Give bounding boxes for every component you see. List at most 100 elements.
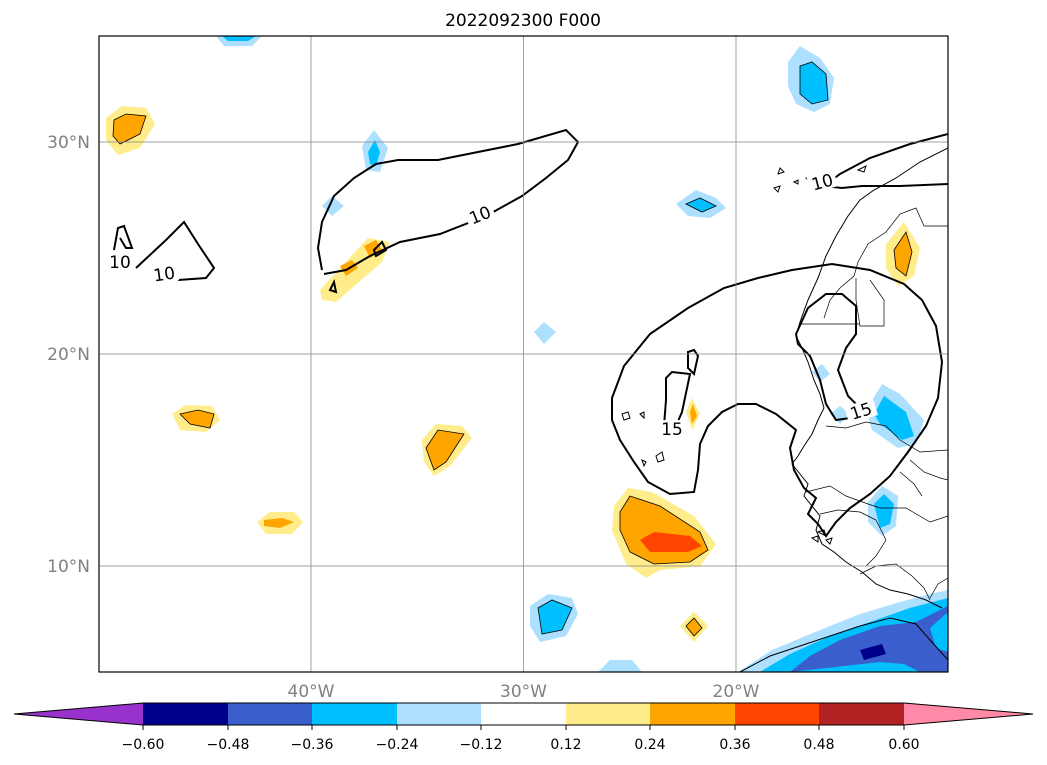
anomaly-outline [619,495,709,565]
contour-15 [611,262,944,538]
contour-label-bg [463,201,497,229]
coastlines [621,147,948,672]
colorbar-tick-label: 0.60 [888,737,919,753]
shaded-feature-positive [894,232,912,276]
map-frame [98,35,949,673]
lon-tick-labels: 40°W 30°W 20°W [288,682,760,702]
lat-tick-label: 20°N [47,345,90,365]
shaded-feature-negative [598,660,642,672]
contour-10-north [316,128,580,275]
anomaly-outline [893,231,913,277]
map-plot-area: 10 10 10 10 15 15 [99,36,948,672]
coastline-north-africa [791,147,948,609]
shaded-feature-positive [113,114,146,144]
border [899,459,948,497]
colorbar-tick-label: 0.36 [719,737,750,753]
colorbar: −0.60 −0.48 −0.36 −0.24 −0.12 0.12 0.24 … [13,702,1034,753]
lat-tick-label: 30°N [47,133,90,153]
lon-tick-label: 30°W [500,682,547,702]
anomaly-outline [179,409,215,429]
lat-tick-label: 10°N [47,557,90,577]
colorbar-extend-left [14,703,143,725]
contour-label-bg [658,420,686,438]
shaded-feature-negative [790,606,948,672]
anomaly-outline [799,61,829,105]
gridlines [99,36,948,672]
border [805,485,948,523]
contour-small [328,240,388,294]
shaded-feature-negative [538,600,572,634]
colorbar-swatch [397,703,481,725]
contour-lines [113,128,948,538]
border [825,421,948,453]
colorbar-tick-label: 0.24 [634,737,665,753]
colorbar-swatch [819,703,904,725]
shaded-feature-positive [264,518,294,528]
contour-label: 10 [152,264,176,287]
colorbar-swatch [481,703,566,725]
lon-tick-label: 20°W [713,682,760,702]
contour-label: 10 [109,253,131,273]
anomaly-outline [685,197,717,213]
contour-10-west-b [135,220,216,281]
colorbar-swatch [650,703,735,725]
shaded-feature-negative [930,612,948,652]
shaded-feature-positive [180,410,214,428]
colorbar-extend-right [904,703,1033,725]
shaded-feature-negative [830,406,850,424]
shaded-feature-positive [426,430,464,470]
border [859,563,931,601]
chart-title: 2022092300 F000 [445,11,601,31]
contour-label-bg [148,262,180,284]
border [823,207,948,319]
shaded-feature-positive [640,532,702,552]
canary-islands [773,165,867,193]
shaded-feature-negative [874,494,894,528]
anomaly-outline [112,113,147,145]
shaded-feature-negative [860,644,886,660]
border [929,577,948,599]
colorbar-ticks [142,725,905,730]
colorbar-tick-label: −0.36 [291,737,334,753]
cape-verde [621,411,665,468]
anomaly-outline [685,617,703,637]
anomaly-outline [425,429,465,471]
border [855,278,885,327]
colorbar-swatch [312,703,397,725]
contour-label-bg [806,168,838,194]
contour-15-inner-b [687,348,700,376]
coastline-gulf-guinea [739,617,948,672]
contour-label: 15 [661,420,683,440]
shaded-feature-negative [534,322,556,344]
colorbar-tick-label: −0.12 [460,737,503,753]
shaded-feature-negative [222,36,256,41]
lon-tick-label: 40°W [288,682,335,702]
shaded-feature-negative [800,62,828,104]
colorbar-tick-labels: −0.60 −0.48 −0.36 −0.24 −0.12 0.12 0.24 … [122,737,920,753]
shaded-feature-negative [874,396,914,440]
contour-10-west-a [113,224,134,251]
colorbar-tick-label: −0.60 [122,737,165,753]
shaded-feature-negative [368,140,380,166]
colorbar-swatch [566,703,650,725]
shaded-feature-positive [690,404,697,424]
contour-label-bg [843,397,879,425]
shaded-positive-anomalies [106,106,920,642]
shaded-outlines [112,61,913,637]
country-borders [800,207,948,601]
shaded-feature-positive [364,240,382,258]
colorbar-swatch [143,703,228,725]
colorbar-tick-label: −0.24 [376,737,419,753]
colorbar-swatch [228,703,312,725]
colorbar-tick-label: 0.48 [803,737,834,753]
contour-label-bg [106,252,134,270]
shaded-feature-negative [686,198,716,212]
contour-15-africa [794,293,864,422]
colorbar-tick-label: 0.12 [550,737,581,753]
shaded-feature-negative [812,364,830,382]
lat-tick-labels: 30°N 20°N 10°N [47,133,90,577]
border [819,509,887,567]
anomaly-outline [537,599,573,635]
colorbar-swatch [735,703,819,725]
